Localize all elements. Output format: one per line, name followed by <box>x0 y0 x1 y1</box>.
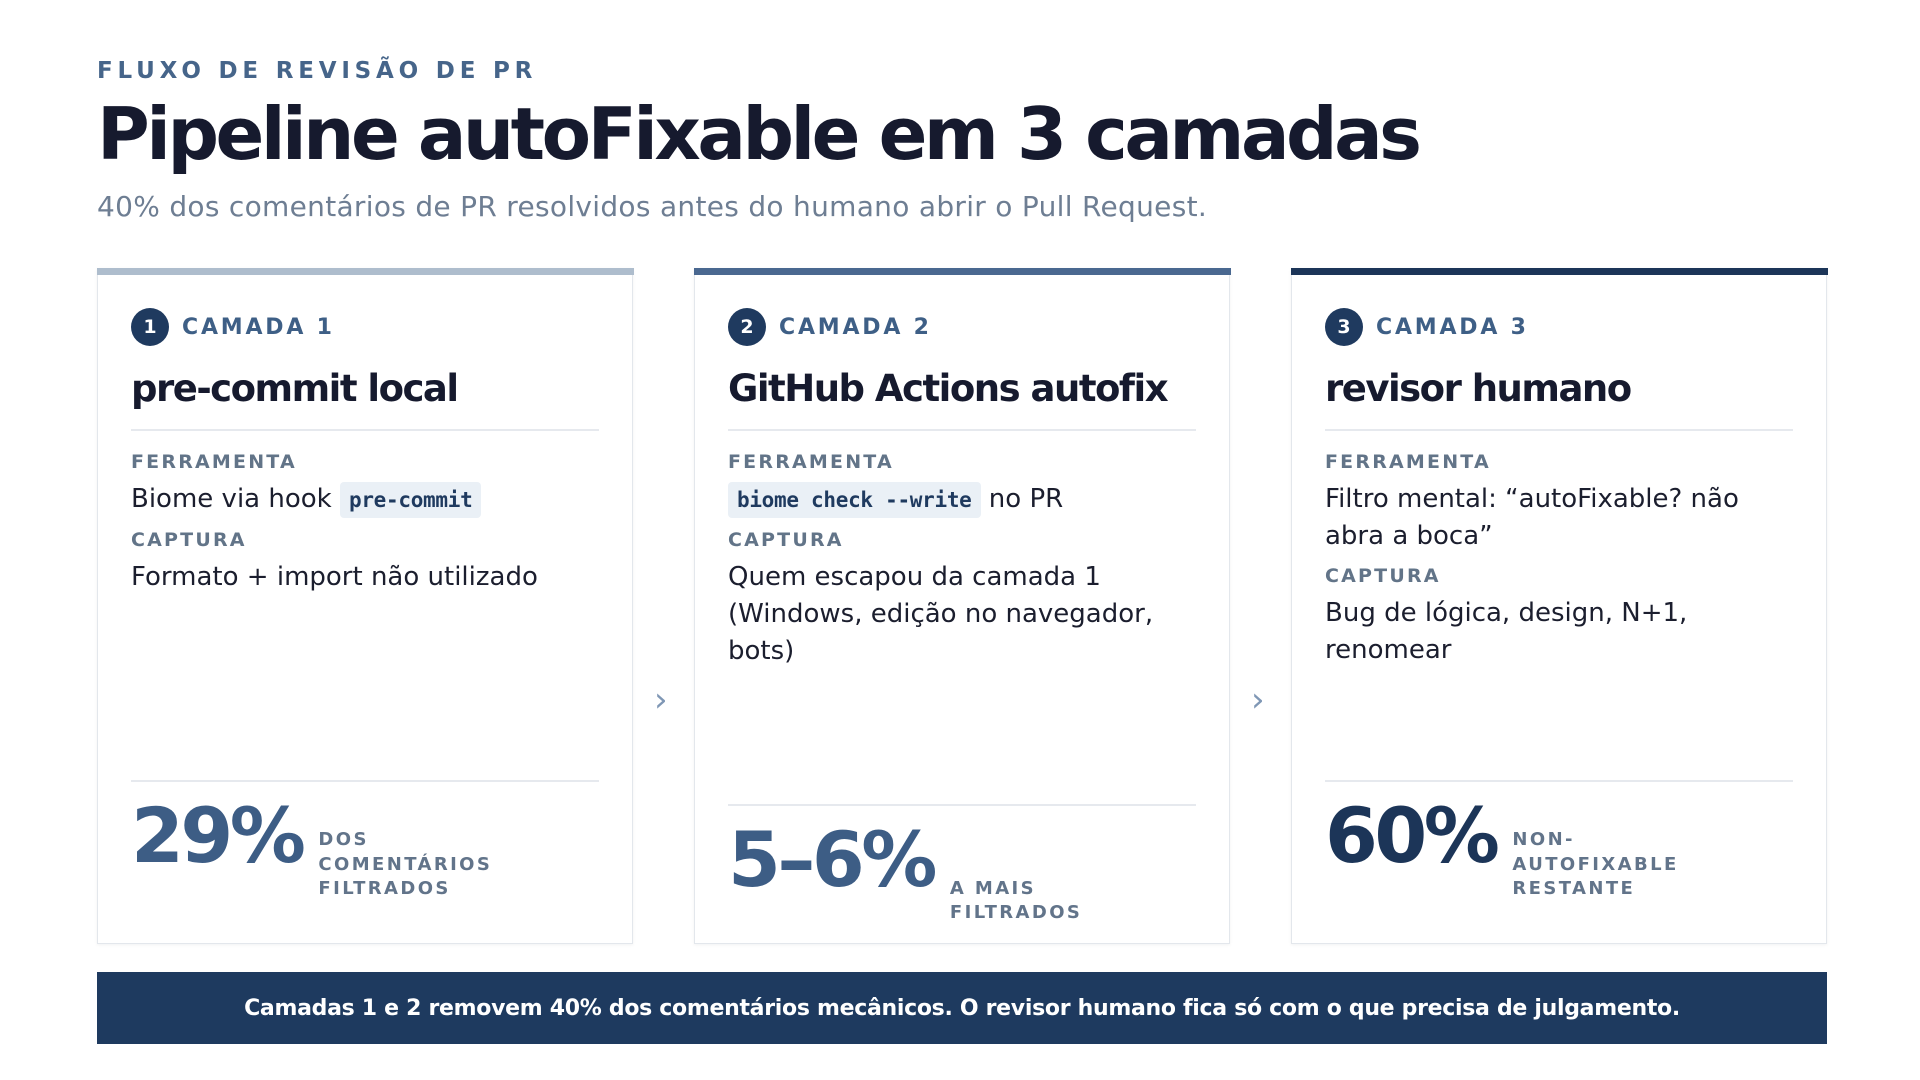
eyebrow-label: FLUXO DE REVISÃO DE PR <box>97 58 538 84</box>
summary-banner: Camadas 1 e 2 removem 40% dos comentário… <box>97 972 1827 1044</box>
layer-title: revisor humano <box>1325 367 1632 410</box>
tool-text: no PR <box>988 483 1064 514</box>
summary-text-before: Camadas 1 e 2 removem <box>244 995 543 1021</box>
stat-block: 29% dos comentários filtrados <box>131 780 599 899</box>
divider <box>728 804 1196 806</box>
capture-label: CAPTURA <box>728 528 844 551</box>
chevron-right-icon: › <box>1251 680 1265 720</box>
stat-block: 60% non-autofixable restante <box>1325 780 1793 899</box>
capture-value: Formato + import não utilizado <box>131 561 538 592</box>
layer-card-3: 3 CAMADA 3 revisor humano FERRAMENTA Fil… <box>1290 268 1828 944</box>
divider <box>131 780 599 782</box>
layer-card-2: 2 CAMADA 2 GitHub Actions autofix FERRAM… <box>693 268 1231 944</box>
layer-label: CAMADA 1 <box>182 314 335 340</box>
divider <box>131 429 599 431</box>
layer-label: CAMADA 2 <box>779 314 932 340</box>
layer-number-badge: 3 <box>1325 308 1363 346</box>
layer-number-badge: 2 <box>728 308 766 346</box>
card-top-bar <box>96 268 634 275</box>
tool-code: pre-commit <box>339 481 482 518</box>
summary-highlight: 40% <box>549 995 602 1021</box>
tool-value: Filtro mental: “autoFixable? não abra a … <box>1325 483 1739 551</box>
tool-label: FERRAMENTA <box>728 450 894 473</box>
tool-value: biome check --write no PR <box>728 481 1196 519</box>
page-subtitle: 40% dos comentários de PR resolvidos ant… <box>97 190 1208 223</box>
tool-label: FERRAMENTA <box>131 450 297 473</box>
layer-title: GitHub Actions autofix <box>728 367 1169 410</box>
divider <box>1325 429 1793 431</box>
divider <box>1325 780 1793 782</box>
summary-text-after: dos comentários mecânicos. O revisor hum… <box>608 995 1680 1021</box>
layer-title: pre-commit local <box>131 367 459 410</box>
stat-value: 5–6% <box>728 814 937 904</box>
stat-value: 29% <box>131 790 306 880</box>
stat-value: 60% <box>1325 790 1500 880</box>
card-top-bar <box>693 268 1231 275</box>
chevron-right-icon: › <box>654 680 668 720</box>
capture-label: CAPTURA <box>131 528 247 551</box>
stat-caption: a mais filtrados <box>949 877 1083 924</box>
page-title: Pipeline autoFixable em 3 camadas <box>97 92 1422 176</box>
tool-code: biome check --write <box>728 481 981 518</box>
tool-value: Biome via hook pre-commit <box>131 481 599 519</box>
divider <box>728 429 1196 431</box>
stat-caption: dos comentários filtrados <box>318 829 493 899</box>
capture-label: CAPTURA <box>1325 564 1441 587</box>
capture-value: Quem escapou da camada 1 (Windows, ediçã… <box>728 561 1154 666</box>
capture-value: Bug de lógica, design, N+1, renomear <box>1325 597 1688 665</box>
card-top-bar <box>1290 268 1828 275</box>
stat-caption: non-autofixable restante <box>1512 829 1679 899</box>
stat-block: 5–6% a mais filtrados <box>728 804 1196 923</box>
layer-label: CAMADA 3 <box>1376 314 1529 340</box>
tool-label: FERRAMENTA <box>1325 450 1491 473</box>
tool-text: Biome via hook <box>131 483 332 514</box>
layer-number-badge: 1 <box>131 308 169 346</box>
layer-card-1: 1 CAMADA 1 pre-commit local FERRAMENTA B… <box>96 268 634 944</box>
